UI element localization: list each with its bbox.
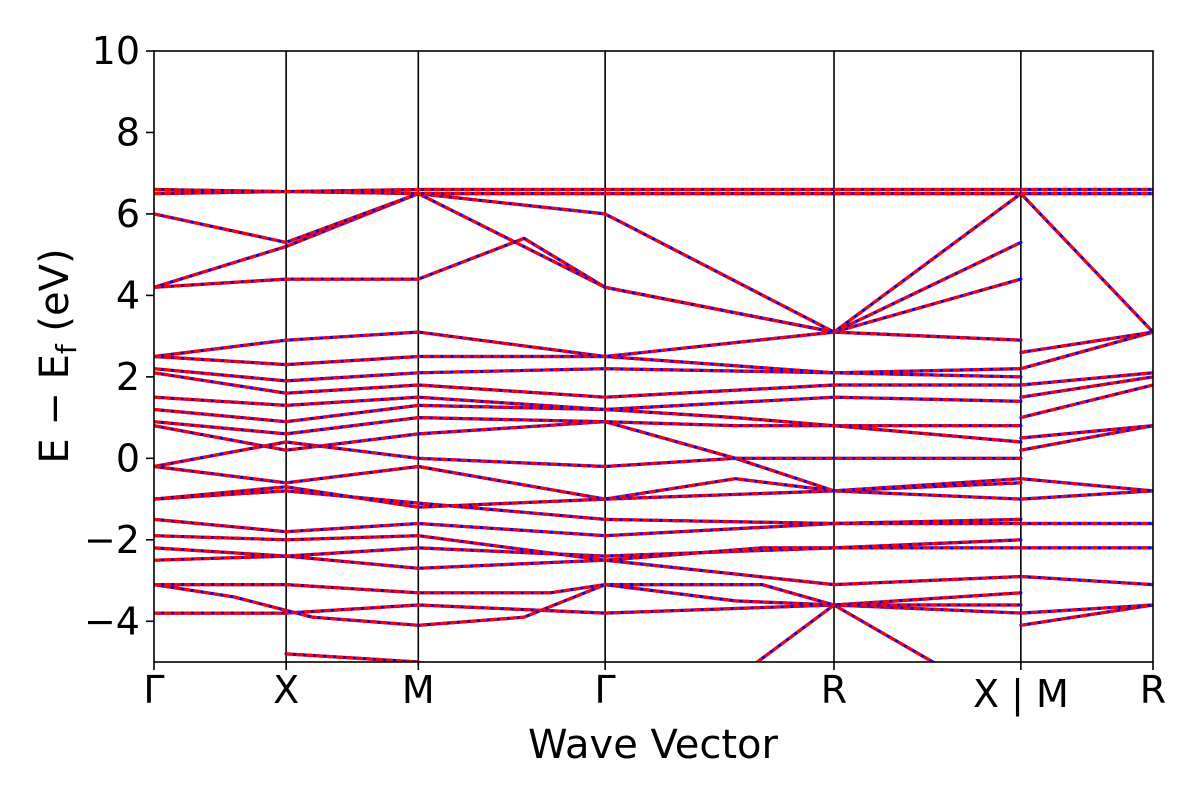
y-axis-label-subscript: f — [50, 343, 83, 354]
band-24-spin-down — [286, 603, 937, 662]
y-tick-label: 6 — [116, 192, 140, 236]
band-25-spin-down — [1020, 603, 1153, 627]
band-32-spin-down — [1020, 424, 1153, 452]
y-tick-label: −4 — [84, 599, 140, 643]
y-axis-label-main: E − E — [32, 354, 78, 464]
band-15-spin-down — [154, 371, 1021, 399]
band-8-spin-down — [154, 485, 1021, 509]
x-tick-label: X | M — [973, 672, 1069, 717]
x-tick-label: Γ — [143, 668, 164, 712]
y-tick-label: 2 — [116, 355, 140, 399]
band-35-spin-down — [1020, 375, 1153, 399]
band-14-spin-down — [154, 395, 1021, 412]
band-23-spin-down — [154, 187, 1021, 196]
y-axis-label-unit: (eV) — [32, 248, 78, 344]
band-36-spin-down — [1020, 371, 1153, 387]
band-38-spin-down — [1020, 330, 1153, 354]
plot-area — [154, 51, 1153, 662]
band-39-spin-down — [1019, 192, 1153, 334]
band-2-spin-down — [154, 582, 1021, 607]
band-17-spin-down — [154, 354, 1021, 375]
band-21-spin-down — [154, 192, 1022, 334]
band-1-spin-down — [154, 582, 1022, 627]
band-33-spin-down — [1020, 424, 1153, 440]
band-34-spin-down — [1020, 383, 1153, 420]
band-31-spin-down — [1020, 477, 1153, 493]
y-tick-label: 4 — [116, 273, 140, 317]
x-tick-label: X — [273, 668, 299, 712]
x-axis-ticks: Γ X M Γ R X | M R — [143, 662, 1166, 717]
band-10-spin-down — [154, 440, 1022, 493]
axes-frame — [153, 50, 1154, 663]
x-tick-label: M — [402, 668, 435, 712]
band-lines — [154, 187, 1153, 662]
band-18-spin-down — [154, 330, 1021, 359]
band-20-spin-down — [154, 192, 1022, 334]
x-tick-label: Γ — [595, 668, 616, 712]
band-30-spin-down — [1020, 489, 1153, 501]
y-tick-label: 8 — [116, 110, 140, 154]
band-3-spin-down — [154, 554, 1021, 587]
band-26-spin-down — [1020, 603, 1153, 615]
y-tick-label: 0 — [116, 436, 140, 480]
y-tick-label: 10 — [92, 29, 140, 73]
x-axis-label: Wave Vector — [528, 722, 779, 768]
band-7-spin-down — [154, 489, 1021, 526]
band-27-spin-down — [1020, 574, 1153, 587]
x-tick-label: R — [821, 668, 847, 712]
x-tick-label: R — [1140, 668, 1166, 712]
y-tick-label: −2 — [84, 518, 140, 562]
y-axis-label: E − Ef (eV) — [32, 248, 83, 463]
band-9-spin-down — [154, 464, 1021, 501]
band-37-spin-down — [1020, 330, 1153, 371]
y-axis-ticks: 10 8 6 4 2 0 −2 −4 — [84, 29, 154, 643]
band-5-spin-down — [154, 534, 1021, 562]
